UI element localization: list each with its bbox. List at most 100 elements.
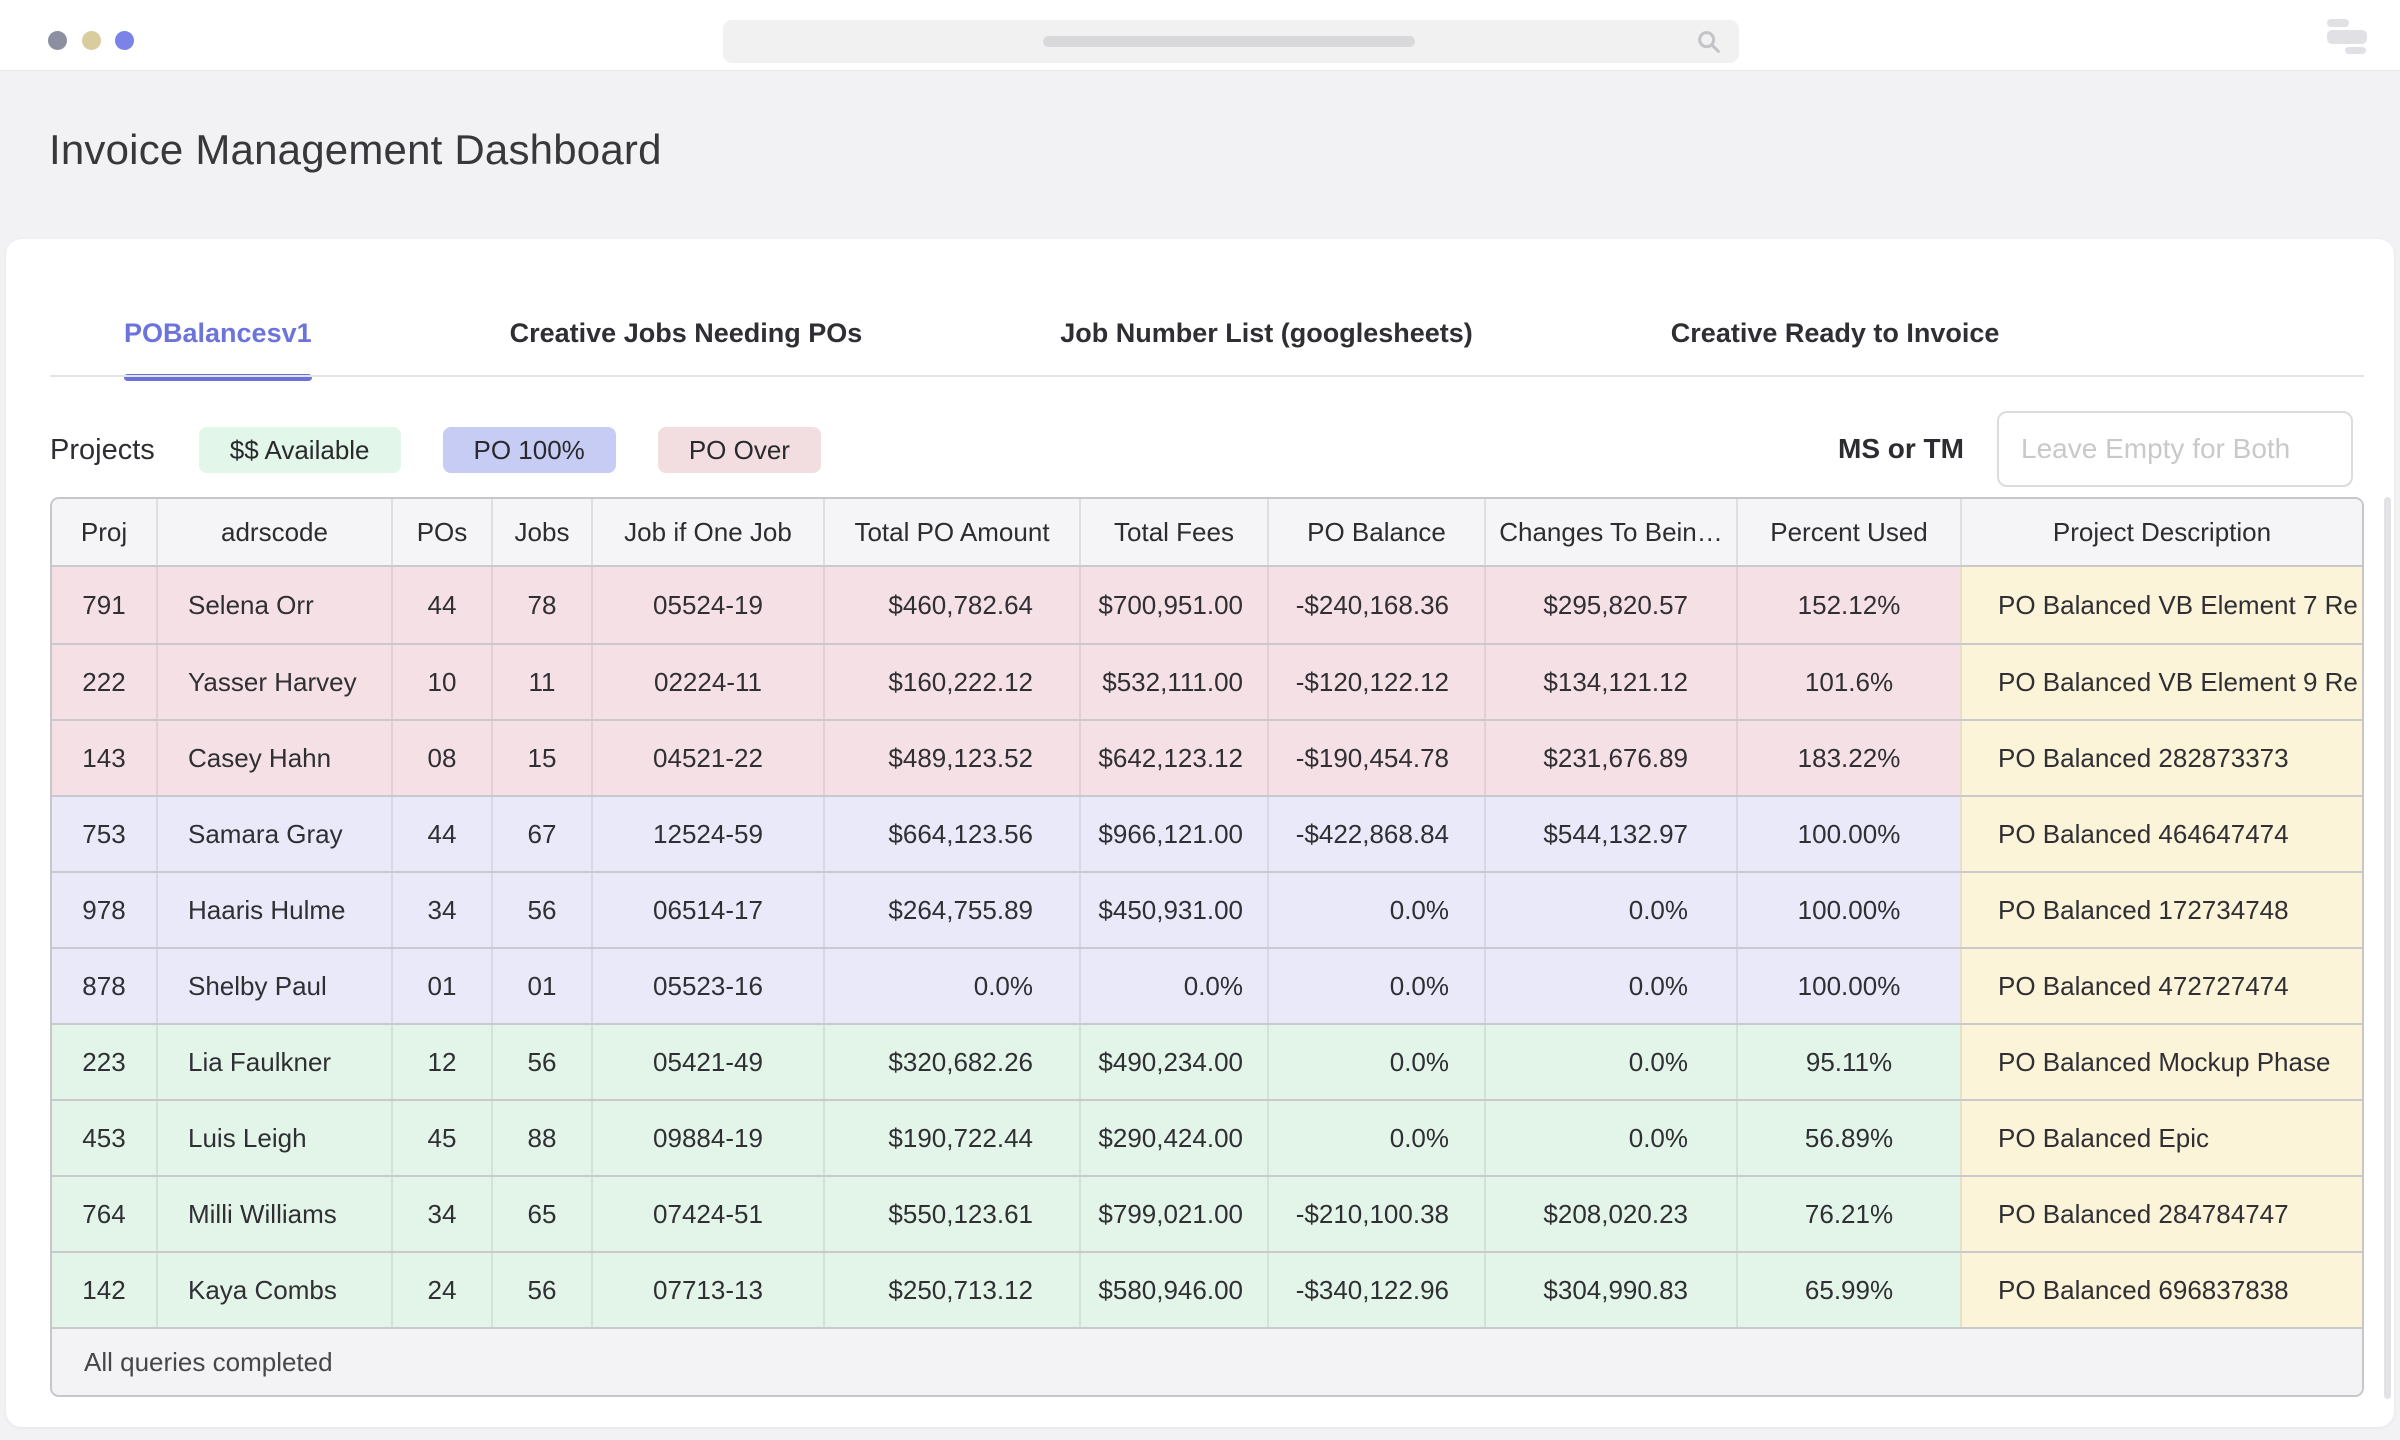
cell-jobs: 56: [491, 1253, 591, 1327]
cell-jobs: 78: [491, 567, 591, 643]
table-header-row: Proj adrscode POs Jobs Job if One Job Total P…: [52, 499, 2362, 567]
cell-changes-to-being: 0.0%: [1484, 949, 1736, 1023]
cell-job-if-one-job: 04521-22: [591, 721, 823, 795]
cell-total-po-amount: $320,682.26: [823, 1025, 1079, 1099]
cell-total-fees: $450,931.00: [1079, 873, 1267, 947]
table-scrollbar[interactable]: [2384, 497, 2391, 1399]
project-description-text: PO Balanced VB Element 7 Re: [1998, 589, 2358, 620]
project-description-text: PO Balanced VB Element 9 Re: [1998, 666, 2358, 697]
cell-adrscode: Selena Orr: [156, 567, 391, 643]
column-header-proj: Proj: [80, 516, 128, 547]
cell-proj: 753: [82, 818, 126, 849]
project-description-text: PO Balanced 464647474: [1998, 818, 2289, 849]
cell-percent-used: 100.00%: [1736, 949, 1960, 1023]
tab-creative-jobs-needing-pos[interactable]: Creative Jobs Needing POs: [509, 318, 863, 348]
cell-po-balance: 0.0%: [1267, 949, 1484, 1023]
cell-adrscode: Samara Gray: [156, 797, 391, 871]
address-bar[interactable]: [723, 20, 1739, 63]
table-row: 978 Haaris Hulme 34 56 06514-17 $264,755.89 $4…: [52, 871, 2362, 947]
cell-total-po-amount: $264,755.89: [823, 873, 1079, 947]
cell-total-fees: $580,946.00: [1079, 1253, 1267, 1327]
cell-percent-used: 56.89%: [1736, 1101, 1960, 1175]
cell-total-fees: $490,234.00: [1079, 1025, 1267, 1099]
projects-table: Proj adrscode POs Jobs Job if One Job Total P…: [50, 497, 2364, 1397]
ms-or-tm-input[interactable]: [1997, 411, 2353, 487]
cell-proj: 978: [82, 894, 126, 925]
chip-po-100-[interactable]: PO 100%: [442, 427, 616, 473]
cell-jobs: 11: [491, 645, 591, 719]
column-header-total-fees: Total Fees: [1079, 499, 1267, 565]
tab-creative-ready-to-invoice[interactable]: Creative Ready to Invoice: [1670, 318, 2000, 348]
traffic-light-maximize-icon[interactable]: [115, 31, 134, 50]
cell-job-if-one-job: 02224-11: [591, 645, 823, 719]
traffic-light-minimize-icon[interactable]: [82, 31, 101, 50]
cell-changes-to-being: $295,820.57: [1484, 567, 1736, 643]
cell-total-fees: 0.0%: [1079, 949, 1267, 1023]
cell-job-if-one-job: 12524-59: [591, 797, 823, 871]
cell-proj: 143: [82, 742, 126, 773]
cell-pos: 12: [391, 1025, 491, 1099]
cell-total-po-amount: $550,123.61: [823, 1177, 1079, 1251]
cell-jobs: 67: [491, 797, 591, 871]
cell-proj: 791: [82, 589, 126, 620]
project-description-text: PO Balanced 472727474: [1998, 970, 2289, 1001]
table-row: 753 Samara Gray 44 67 12524-59 $664,123.56 $96…: [52, 795, 2362, 871]
cell-adrscode: Lia Faulkner: [156, 1025, 391, 1099]
cell-job-if-one-job: 05421-49: [591, 1025, 823, 1099]
cell-percent-used: 183.22%: [1736, 721, 1960, 795]
tab-job-number-list-googlesheets-[interactable]: Job Number List (googlesheets): [1060, 318, 1473, 348]
cell-total-po-amount: 0.0%: [823, 949, 1079, 1023]
menu-bar-bottom: [2345, 47, 2366, 54]
cell-job-if-one-job: 05524-19: [591, 567, 823, 643]
tab-pobalancesv1[interactable]: POBalancesv1: [124, 318, 312, 381]
cell-po-balance: -$190,454.78: [1267, 721, 1484, 795]
cell-adrscode: Milli Williams: [156, 1177, 391, 1251]
cell-job-if-one-job: 07713-13: [591, 1253, 823, 1327]
cell-jobs: 56: [491, 1025, 591, 1099]
project-description-text: PO Balanced Epic: [1998, 1122, 2210, 1153]
cell-total-po-amount: $664,123.56: [823, 797, 1079, 871]
dashboard-card: POBalancesv1 Creative Jobs Needing POs Job…: [6, 239, 2394, 1427]
cell-adrscode: Kaya Combs: [156, 1253, 391, 1327]
menu-bar-top: [2327, 19, 2349, 27]
cell-po-balance: 0.0%: [1267, 873, 1484, 947]
cell-job-if-one-job: 07424-51: [591, 1177, 823, 1251]
cell-proj: 878: [82, 970, 126, 1001]
cell-project-description: PO Balanced VB Element 7 Re⋯: [1960, 567, 2362, 643]
cell-po-balance: 0.0%: [1267, 1025, 1484, 1099]
cell-pos: 01: [391, 949, 491, 1023]
cell-total-po-amount: $460,782.64: [823, 567, 1079, 643]
project-description-text: PO Balanced 696837838: [1998, 1274, 2289, 1305]
cell-po-balance: -$240,168.36: [1267, 567, 1484, 643]
window-titlebar: [0, 0, 2400, 71]
cell-pos: 44: [391, 567, 491, 643]
cell-percent-used: 100.00%: [1736, 797, 1960, 871]
cell-job-if-one-job: 09884-19: [591, 1101, 823, 1175]
table-row: 142 Kaya Combs 24 56 07713-13 $250,713.12 $580…: [52, 1251, 2362, 1327]
cell-adrscode: Yasser Harvey: [156, 645, 391, 719]
cell-pos: 34: [391, 1177, 491, 1251]
cell-job-if-one-job: 05523-16: [591, 949, 823, 1023]
cell-total-po-amount: $190,722.44: [823, 1101, 1079, 1175]
cell-project-description: PO Balanced 284784747: [1960, 1177, 2362, 1251]
cell-proj: 222: [82, 666, 126, 697]
cell-project-description: PO Balanced VB Element 9 Re⋯: [1960, 645, 2362, 719]
cell-project-description: PO Balanced 172734748: [1960, 873, 2362, 947]
column-header-total-po-amount: Total PO Amount: [823, 499, 1079, 565]
project-description-text: PO Balanced Mockup Phase: [1998, 1046, 2331, 1077]
table-footer: All queries completed: [52, 1327, 2362, 1395]
project-description-text: PO Balanced 172734748: [1998, 894, 2289, 925]
chip-po-over[interactable]: PO Over: [657, 427, 821, 473]
cell-changes-to-being: 0.0%: [1484, 1025, 1736, 1099]
cell-proj: 453: [82, 1122, 126, 1153]
column-header-adrscode: adrscode: [156, 499, 391, 565]
cell-changes-to-being: $304,990.83: [1484, 1253, 1736, 1327]
traffic-light-close-icon[interactable]: [48, 31, 67, 50]
column-header-percent-used: Percent Used: [1736, 499, 1960, 565]
cell-project-description: PO Balanced 282873373: [1960, 721, 2362, 795]
cell-changes-to-being: 0.0%: [1484, 873, 1736, 947]
cell-po-balance: -$422,868.84: [1267, 797, 1484, 871]
window-menu-icon[interactable]: [2327, 19, 2369, 55]
chip--available[interactable]: $$ Available: [198, 427, 401, 473]
cell-percent-used: 100.00%: [1736, 873, 1960, 947]
